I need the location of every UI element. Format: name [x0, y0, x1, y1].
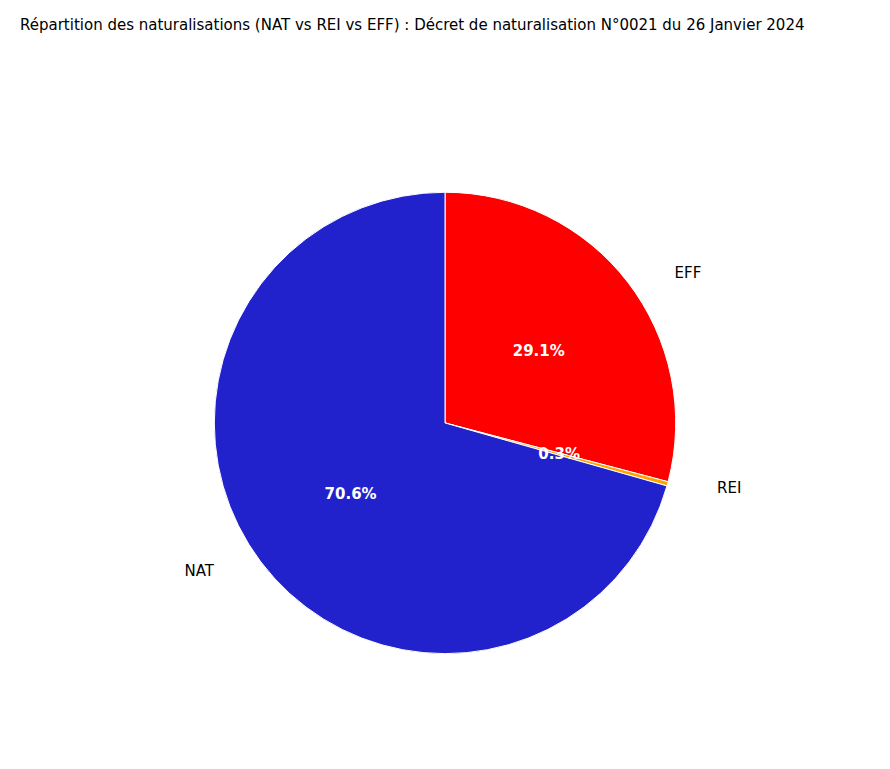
svg-text:29.1%: 29.1% [513, 342, 565, 360]
svg-text:EFF: EFF [675, 264, 702, 282]
svg-text:NAT: NAT [184, 562, 214, 580]
svg-text:REI: REI [717, 479, 741, 497]
svg-text:70.6%: 70.6% [325, 485, 377, 503]
svg-text:Répartition des naturalisation: Répartition des naturalisations (NAT vs … [20, 16, 805, 34]
svg-text:0.3%: 0.3% [538, 445, 580, 463]
